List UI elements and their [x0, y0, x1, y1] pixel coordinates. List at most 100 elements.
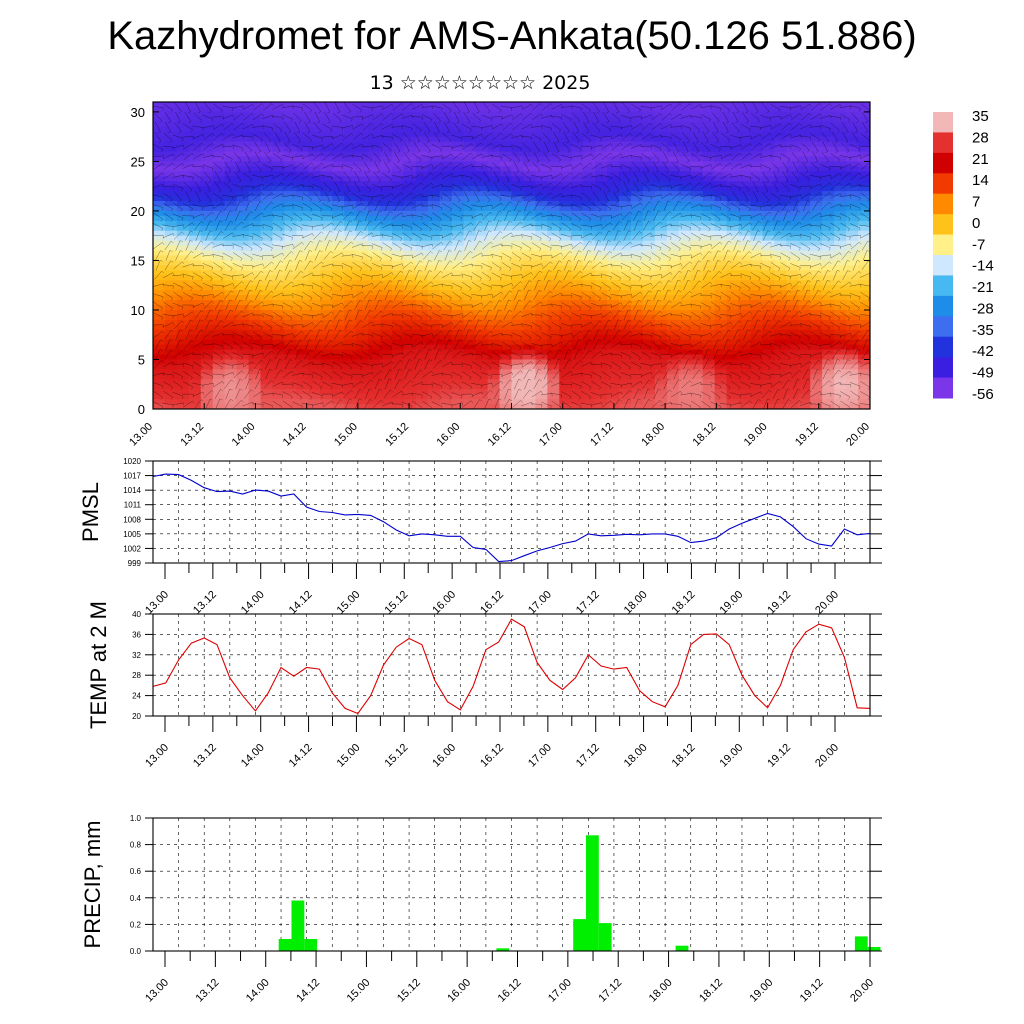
heat-cell [344, 305, 357, 311]
heat-cell [666, 270, 680, 276]
wind-barb-tick [211, 287, 214, 291]
heat-cell [368, 210, 381, 217]
heat-cell [356, 285, 369, 291]
heat-cell [403, 205, 417, 212]
wind-barb [313, 191, 321, 201]
heat-cell [499, 399, 513, 405]
heat-cell [248, 305, 262, 311]
heat-cell [631, 186, 644, 192]
wind-barb-tick [230, 357, 233, 361]
wind-barb [162, 145, 174, 148]
heat-cell [810, 260, 823, 266]
heat-cell [475, 314, 489, 321]
heat-cell [356, 270, 369, 276]
heat-cell [738, 201, 752, 207]
wind-barb-tick [232, 107, 234, 111]
wind-barb [175, 329, 181, 340]
heat-cell [786, 171, 799, 177]
heat-cell [631, 275, 644, 281]
heat-cell [523, 186, 536, 192]
heat-cell [714, 201, 728, 207]
heat-cell [511, 235, 525, 242]
wind-barb [245, 289, 250, 301]
heat-cell [308, 220, 321, 227]
heat-cell [511, 220, 525, 227]
heat-cell [631, 102, 644, 108]
heat-cell [547, 319, 560, 326]
heat-cell [678, 181, 692, 187]
wind-barb-tick [162, 207, 164, 211]
wind-barb-tick [318, 200, 321, 203]
heat-cell [284, 270, 297, 276]
heat-cell [583, 265, 596, 271]
heat-cell [714, 384, 728, 390]
heat-cell [236, 201, 250, 207]
heat-cell [750, 285, 764, 291]
heat-cell [642, 389, 656, 395]
heat-cell [153, 240, 166, 247]
heat-cell [308, 334, 321, 341]
wind-barb [252, 174, 263, 178]
heat-cell [380, 359, 393, 366]
heat-cell [403, 270, 417, 276]
wind-barb [222, 252, 233, 259]
heat-cell [415, 191, 429, 197]
heat-cell [176, 230, 190, 237]
heat-cell [523, 106, 536, 113]
heat-cell [619, 295, 632, 301]
heat-cell [200, 126, 214, 133]
heat-cell [475, 230, 489, 237]
wind-barb-tick [260, 238, 263, 242]
wind-barb-tick [178, 200, 182, 203]
heat-cell [738, 305, 752, 311]
wind-barb [302, 202, 313, 210]
heat-cell [726, 280, 740, 286]
heat-cell [380, 394, 393, 400]
wind-barb [341, 114, 353, 120]
heat-cell [392, 309, 405, 316]
heat-cell [356, 141, 369, 148]
heat-cell [690, 250, 704, 257]
heat-cell [308, 240, 321, 247]
heat-cell [344, 334, 357, 341]
heat-cell [427, 171, 441, 177]
heat-cell [774, 344, 787, 351]
heat-cell [499, 161, 513, 167]
heat-cell [583, 141, 596, 148]
heat-cell [762, 116, 775, 123]
heat-cell [212, 374, 226, 380]
heat-cell [678, 102, 692, 108]
heat-cell [499, 141, 513, 148]
heat-cell [810, 314, 823, 321]
wind-barb-tick [299, 339, 303, 342]
heat-cell [535, 126, 548, 133]
heat-cell [284, 334, 297, 341]
heat-cell [834, 116, 847, 123]
heat-cell [559, 171, 572, 177]
heat-cell [762, 384, 775, 390]
wind-barb-tick [241, 281, 244, 284]
heat-cell [535, 111, 548, 118]
heat-cell [846, 260, 859, 266]
heat-cell [810, 324, 823, 331]
heat-cell [523, 250, 536, 257]
heat-cell [296, 260, 309, 266]
wind-barb-tick [160, 218, 163, 222]
heat-cell [714, 116, 728, 123]
heat-cell [344, 260, 357, 266]
heat-cell [344, 369, 357, 375]
heat-cell [224, 111, 238, 118]
heat-cell [296, 314, 309, 321]
heat-cell [559, 102, 572, 108]
heat-cell [822, 161, 835, 167]
heat-cell [260, 280, 274, 286]
heat-cell [296, 344, 309, 351]
heat-cell [726, 379, 740, 385]
heat-cell [607, 235, 620, 242]
heat-cell [750, 369, 764, 375]
heat-cell [439, 260, 453, 266]
heat-cell [798, 116, 811, 123]
wind-barb [163, 132, 173, 141]
heat-cell [451, 191, 465, 197]
heat-cell [846, 305, 859, 311]
